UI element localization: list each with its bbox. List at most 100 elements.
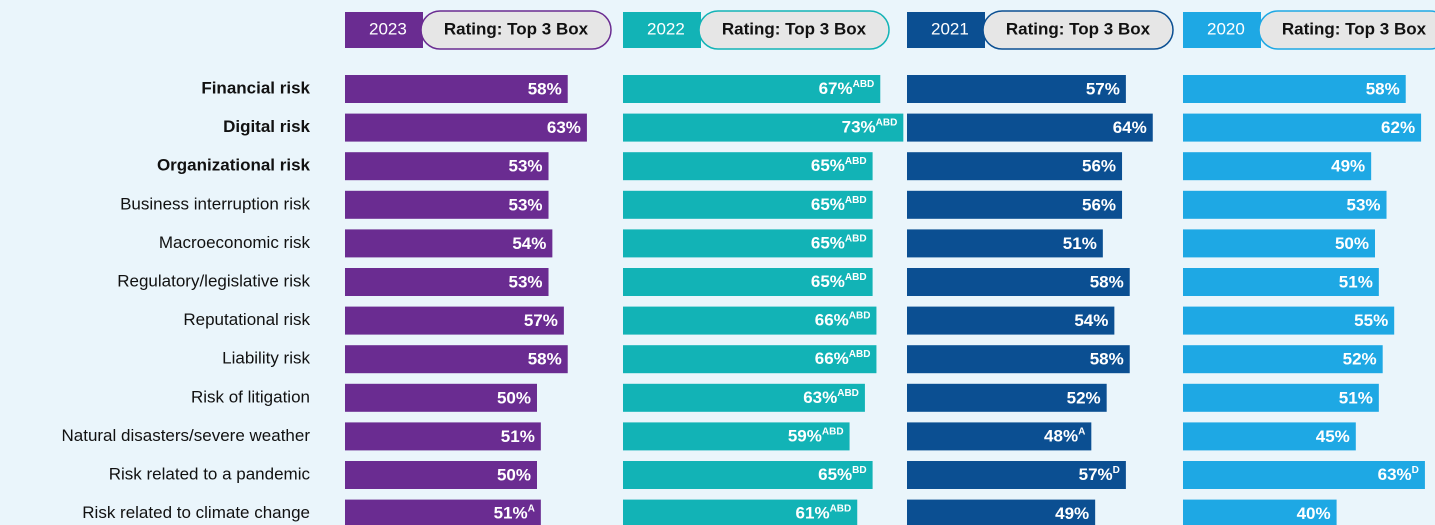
value-label: 56% bbox=[1082, 195, 1116, 214]
value-label: 64% bbox=[1113, 118, 1147, 137]
bar bbox=[1183, 113, 1422, 142]
bar bbox=[345, 152, 549, 181]
value-label: 58% bbox=[1090, 272, 1124, 291]
value-label: 53% bbox=[508, 195, 542, 214]
category-label: Natural disasters/severe weather bbox=[61, 426, 310, 445]
header-year: 2020 bbox=[1207, 19, 1245, 38]
bar bbox=[345, 499, 541, 525]
category-label: Regulatory/legislative risk bbox=[117, 271, 310, 290]
bar bbox=[907, 75, 1126, 103]
bar bbox=[623, 152, 873, 181]
bar bbox=[345, 75, 568, 103]
value-label: 54% bbox=[1074, 311, 1108, 330]
value-label: 62% bbox=[1381, 118, 1415, 137]
value-label: 55% bbox=[1354, 311, 1388, 330]
value-label: 51%A bbox=[494, 503, 535, 523]
category-label: Financial risk bbox=[201, 78, 310, 97]
category-label: Reputational risk bbox=[183, 310, 310, 329]
value-label: 51% bbox=[1339, 272, 1373, 291]
category-label: Digital risk bbox=[223, 117, 310, 136]
header-year: 2022 bbox=[647, 19, 685, 38]
bar bbox=[907, 306, 1115, 335]
header-year-box bbox=[1183, 12, 1261, 48]
value-label: 65%ABD bbox=[811, 272, 867, 292]
category-label: Macroeconomic risk bbox=[159, 233, 311, 252]
value-label: 57%D bbox=[1079, 465, 1120, 485]
value-label: 45% bbox=[1316, 427, 1350, 446]
value-label: 51% bbox=[1339, 388, 1373, 407]
bar bbox=[1183, 422, 1356, 451]
value-label: 66%ABD bbox=[815, 310, 871, 330]
value-label: 59%ABD bbox=[788, 426, 844, 446]
bar bbox=[345, 229, 553, 258]
header-year: 2021 bbox=[931, 19, 969, 38]
value-label: 49% bbox=[1331, 157, 1365, 176]
category-label: Risk related to a pandemic bbox=[109, 464, 311, 483]
bar bbox=[1183, 190, 1387, 219]
bar bbox=[345, 345, 568, 374]
category-label: Liability risk bbox=[222, 349, 310, 368]
bar bbox=[907, 113, 1153, 142]
value-label: 58% bbox=[528, 79, 562, 98]
header-subtitle: Rating: Top 3 Box bbox=[1282, 19, 1427, 38]
value-label: 66%ABD bbox=[815, 349, 871, 369]
bar bbox=[1183, 268, 1379, 296]
header-pill bbox=[698, 10, 890, 50]
header-pill bbox=[420, 10, 612, 50]
bar bbox=[345, 422, 541, 451]
value-label: 56% bbox=[1082, 157, 1116, 176]
value-label: 58% bbox=[1090, 350, 1124, 369]
bar bbox=[1183, 75, 1406, 103]
header-pill bbox=[1258, 10, 1435, 50]
bar bbox=[623, 422, 850, 451]
header-year-box bbox=[345, 12, 423, 48]
value-label: 65%ABD bbox=[811, 233, 867, 253]
value-label: 67%ABD bbox=[819, 79, 875, 99]
value-label: 53% bbox=[508, 157, 542, 176]
value-label: 40% bbox=[1297, 504, 1331, 523]
header-year: 2023 bbox=[369, 19, 407, 38]
value-label: 63%ABD bbox=[803, 387, 859, 407]
value-label: 49% bbox=[1055, 504, 1089, 523]
value-label: 65%ABD bbox=[811, 194, 867, 214]
category-label: Business interruption risk bbox=[120, 194, 310, 213]
value-label: 54% bbox=[512, 234, 546, 253]
value-label: 57% bbox=[524, 311, 558, 330]
bar bbox=[1183, 345, 1383, 374]
bar bbox=[1183, 152, 1372, 181]
bar bbox=[907, 383, 1107, 412]
header-subtitle: Rating: Top 3 Box bbox=[1006, 19, 1151, 38]
bar bbox=[623, 383, 865, 412]
bar bbox=[623, 190, 873, 219]
value-label: 52% bbox=[1343, 350, 1377, 369]
value-label: 52% bbox=[1067, 388, 1101, 407]
value-label: 50% bbox=[1335, 234, 1369, 253]
bar bbox=[623, 113, 904, 142]
category-label: Risk of litigation bbox=[191, 387, 310, 406]
value-label: 50% bbox=[497, 465, 531, 484]
value-label: 63%D bbox=[1378, 465, 1419, 485]
bar bbox=[907, 190, 1123, 219]
value-label: 57% bbox=[1086, 79, 1120, 98]
bar bbox=[1183, 461, 1425, 489]
category-label: Organizational risk bbox=[157, 156, 311, 175]
header-year-box bbox=[623, 12, 701, 48]
value-label: 53% bbox=[508, 272, 542, 291]
bar bbox=[623, 345, 877, 374]
value-label: 73%ABD bbox=[842, 117, 898, 137]
header-subtitle: Rating: Top 3 Box bbox=[444, 19, 589, 38]
value-label: 58% bbox=[1366, 79, 1400, 98]
bar bbox=[345, 268, 549, 296]
value-label: 65%BD bbox=[818, 465, 866, 485]
bar bbox=[907, 229, 1103, 258]
value-label: 61%ABD bbox=[796, 503, 852, 523]
bar bbox=[623, 461, 873, 489]
bar bbox=[1183, 306, 1395, 335]
bar bbox=[907, 152, 1123, 181]
value-label: 51% bbox=[501, 427, 535, 446]
value-label: 58% bbox=[528, 350, 562, 369]
header-pill bbox=[982, 10, 1174, 50]
bar bbox=[623, 306, 877, 335]
header-subtitle: Rating: Top 3 Box bbox=[722, 19, 867, 38]
